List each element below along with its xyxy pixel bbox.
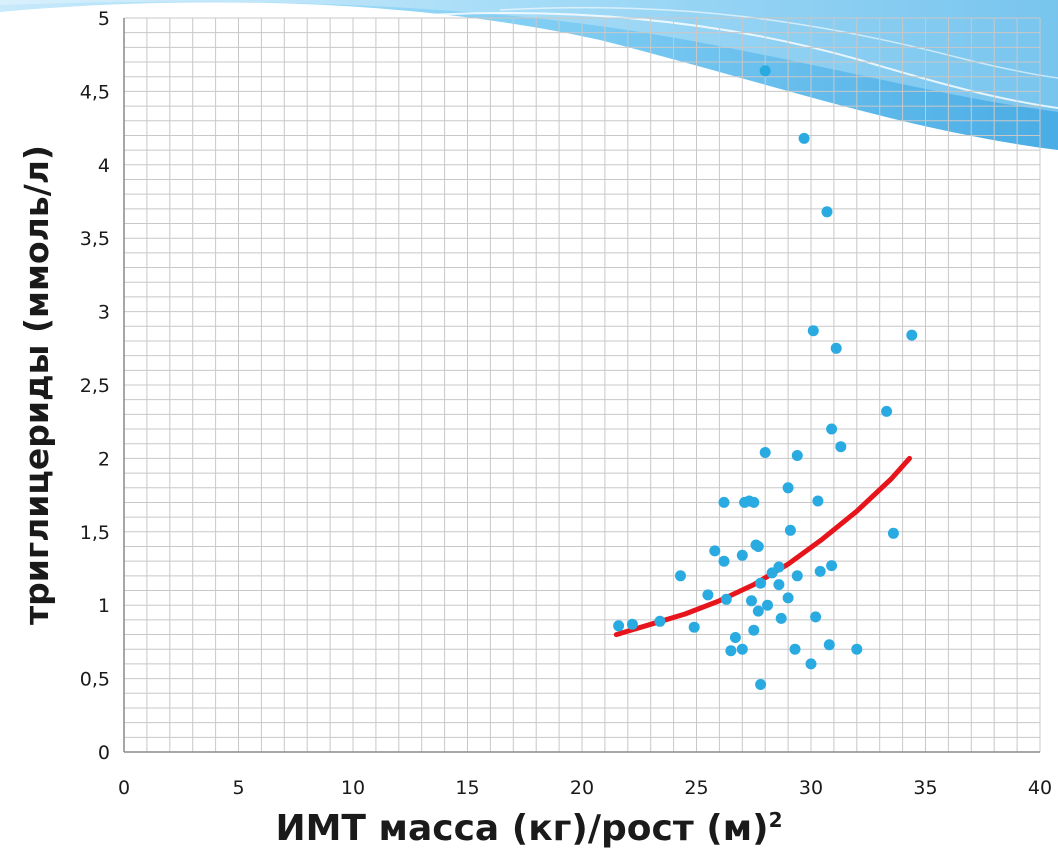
y-tick-label: 2,5 bbox=[80, 375, 110, 397]
y-tick-label: 1,5 bbox=[80, 522, 110, 544]
data-point bbox=[755, 577, 767, 589]
data-point bbox=[775, 612, 787, 624]
y-tick-label: 0,5 bbox=[80, 669, 110, 691]
data-point bbox=[830, 342, 842, 354]
data-point bbox=[748, 624, 760, 636]
data-point bbox=[736, 643, 748, 655]
data-point bbox=[654, 615, 666, 627]
data-point bbox=[759, 447, 771, 458]
data-point bbox=[752, 541, 764, 552]
y-axis-title: триглицериды (ммоль/л) bbox=[17, 145, 56, 625]
data-point bbox=[826, 423, 838, 435]
data-point bbox=[807, 325, 819, 337]
decorative-wave bbox=[0, 0, 1058, 150]
data-point bbox=[748, 496, 760, 508]
data-point bbox=[675, 570, 686, 582]
y-tick-label: 3 bbox=[98, 302, 110, 324]
data-point bbox=[810, 611, 822, 623]
y-tick-label: 2 bbox=[98, 448, 110, 470]
data-point bbox=[746, 595, 757, 607]
x-axis-title-text: ИМТ масса (кг)/рост (м) bbox=[275, 808, 769, 849]
x-tick-label: 10 bbox=[341, 777, 365, 799]
data-point bbox=[789, 643, 801, 655]
data-point bbox=[791, 450, 803, 461]
data-point bbox=[688, 621, 700, 633]
data-point bbox=[814, 565, 826, 577]
data-point bbox=[702, 589, 714, 601]
axes bbox=[123, 18, 1040, 753]
y-tick-labels: 0 0,5 1 1,5 2 2,5 3 3,5 4 4,5 5 bbox=[80, 8, 110, 764]
data-point bbox=[906, 329, 918, 341]
data-point bbox=[752, 605, 764, 617]
data-point bbox=[736, 549, 748, 561]
data-point bbox=[718, 555, 730, 567]
data-point bbox=[798, 132, 810, 144]
y-tick-label: 4,5 bbox=[80, 81, 110, 103]
data-point bbox=[784, 524, 796, 536]
data-point bbox=[613, 620, 625, 632]
data-points bbox=[613, 65, 918, 690]
grid-lines bbox=[123, 17, 1041, 753]
data-point bbox=[805, 658, 817, 670]
data-point bbox=[626, 618, 638, 630]
y-tick-label: 4 bbox=[98, 155, 110, 177]
data-point bbox=[755, 679, 767, 690]
y-tick-label: 5 bbox=[98, 8, 110, 30]
data-point bbox=[826, 560, 838, 572]
data-point bbox=[881, 405, 893, 417]
y-tick-label: 1 bbox=[98, 595, 110, 617]
data-point bbox=[791, 570, 803, 582]
x-axis-title-superscript: 2 bbox=[768, 808, 783, 832]
data-point bbox=[812, 495, 824, 507]
data-point bbox=[782, 482, 794, 494]
data-point bbox=[762, 599, 773, 611]
x-tick-label: 35 bbox=[913, 777, 937, 799]
data-point bbox=[887, 527, 899, 539]
x-tick-label: 40 bbox=[1028, 777, 1052, 799]
data-point bbox=[821, 206, 833, 218]
data-point bbox=[759, 65, 771, 77]
x-tick-label: 25 bbox=[684, 777, 708, 799]
data-point bbox=[773, 579, 785, 591]
data-point bbox=[851, 643, 863, 655]
x-tick-label: 30 bbox=[799, 777, 823, 799]
data-point bbox=[773, 561, 785, 573]
data-point bbox=[709, 545, 721, 557]
x-tick-label: 20 bbox=[570, 777, 594, 799]
data-point bbox=[729, 632, 741, 643]
data-point bbox=[835, 441, 847, 453]
data-point bbox=[718, 496, 730, 508]
y-tick-label: 0 bbox=[98, 742, 110, 764]
x-tick-label: 0 bbox=[118, 777, 130, 799]
x-tick-label: 15 bbox=[455, 777, 479, 799]
y-tick-label: 3,5 bbox=[80, 228, 110, 250]
data-point bbox=[782, 592, 794, 604]
data-point bbox=[725, 645, 737, 657]
data-point bbox=[823, 639, 835, 651]
x-tick-labels: 0 5 10 15 20 25 30 35 40 bbox=[118, 777, 1052, 799]
x-tick-label: 5 bbox=[232, 777, 244, 799]
data-point bbox=[720, 593, 732, 605]
x-axis-title: ИМТ масса (кг)/рост (м)2 bbox=[0, 808, 1058, 849]
